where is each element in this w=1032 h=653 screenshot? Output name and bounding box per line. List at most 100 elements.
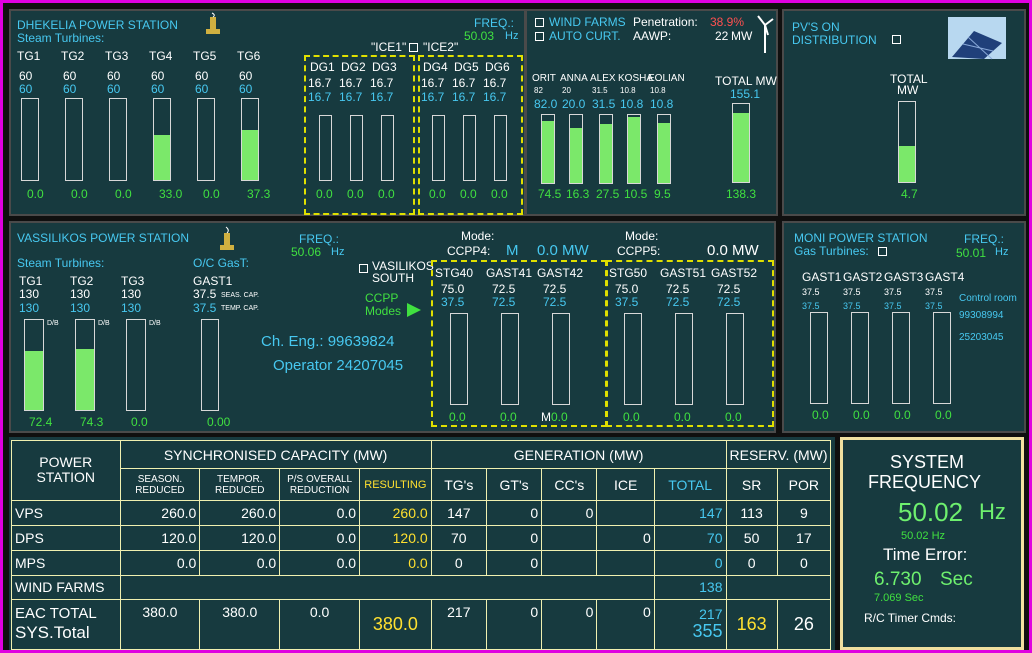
pv-title-line1: PV'S ON <box>792 20 840 34</box>
summary-cell-tempor: 0.0 <box>199 549 281 576</box>
dhekelia-dg5-gen: 0.0 <box>460 187 477 201</box>
wind-farm-1-gen: 74.5 <box>538 187 562 201</box>
vassilikos-tg3-db: D/B <box>149 320 161 327</box>
summary-cell-tg: 70 <box>430 524 487 551</box>
header-season-line2: REDUCED <box>135 484 185 496</box>
dhekelia-dg4-cap2: 16.7 <box>421 90 445 104</box>
ccpp-modes-line2: Modes <box>365 304 402 318</box>
wind-farm-5-gen: 9.5 <box>654 187 671 201</box>
moni-freq-unit: Hz <box>995 246 1009 258</box>
penetration-value: 38.9% <box>710 15 745 29</box>
summary-cell-result: 260.0 <box>359 499 432 526</box>
table-row: MPS 0.0 0.0 0.0 0.0 0 0 0 0 0 <box>11 549 832 576</box>
ccpp4-unit1-cap2: 37.5 <box>441 295 465 309</box>
auto-curt-checkbox[interactable] <box>535 32 544 41</box>
dhekelia-subtitle: Steam Turbines: <box>17 31 105 45</box>
aawp-value: 22 <box>715 29 729 43</box>
vasilikos-south-checkbox[interactable] <box>359 264 368 273</box>
moni-gast4-cap2: 37.5 <box>925 301 943 311</box>
ice2-group-border <box>418 55 523 215</box>
time-error-unit: Sec <box>940 569 973 590</box>
wind-farm-3-value: 31.5 <box>592 97 616 111</box>
summary-row-name: DPS <box>11 524 121 551</box>
moni-freq-value: 50.01 <box>956 246 987 260</box>
eac-total-name: EAC TOTAL <box>15 605 97 623</box>
header-gts: GT's <box>485 468 543 501</box>
header-tgs: TG's <box>430 468 487 501</box>
dhekelia-tg5-cap1: 60 <box>195 69 209 83</box>
dhekelia-tg4-cap2: 60 <box>151 82 165 96</box>
wind-farm-2-name: ANNA <box>560 73 588 84</box>
wind-farm-4-bar <box>627 114 641 184</box>
ccpp5-mode-label: Mode: <box>625 229 659 243</box>
moni-checkbox[interactable] <box>878 247 887 256</box>
eac-total-label: EAC TOTAL SYS.Total <box>11 598 121 651</box>
sys-total: 355 <box>692 621 723 642</box>
wind-farms-reserve-spacer <box>725 574 831 600</box>
wind-farms-checkbox[interactable] <box>535 18 544 27</box>
dhekelia-panel: DHEKELIA POWER STATION Steam Turbines: F… <box>9 9 526 216</box>
gast1-cap1: 37.5 <box>193 287 217 301</box>
wind-farms-row-label: WIND FARMS <box>11 574 121 600</box>
ccpp4-unit3-cap2: 72.5 <box>543 295 567 309</box>
ccpp5-unit1-cap1: 75.0 <box>615 282 639 296</box>
wind-farm-4-cap: 10.8 <box>620 86 636 95</box>
ccpp5-mw: 0.0 MW <box>707 242 759 259</box>
wind-farms-total: 138 <box>653 574 727 600</box>
dhekelia-tg6-gen: 37.3 <box>247 187 271 201</box>
penetration-label: Penetration: <box>633 15 698 29</box>
ccpp4-unit2-cap2: 72.5 <box>492 295 516 309</box>
vassilikos-title: VASSILIKOS POWER STATION <box>17 231 190 245</box>
dhekelia-freq-value: 50.03 <box>464 29 495 43</box>
time-error-label: Time Error: <box>883 545 968 564</box>
moni-gast4-bar <box>933 312 951 404</box>
dhekelia-tg3-gen: 0.0 <box>115 187 132 201</box>
dhekelia-tg6-bar <box>241 98 259 181</box>
vassilikos-tg2-bar <box>75 319 95 411</box>
wind-farm-3-cap: 31.5 <box>592 86 608 95</box>
ccpp5-unit1-cap2: 37.5 <box>615 295 639 309</box>
eac-season: 380.0 <box>119 598 201 651</box>
wind-farm-4-gen: 10.5 <box>624 187 648 201</box>
dhekelia-tg3-cap2: 60 <box>107 82 121 96</box>
pv-total-gen: 4.7 <box>901 187 918 201</box>
ice1-label: "ICE1" <box>371 40 407 54</box>
control-room-phone-1: 99308994 <box>959 310 1004 321</box>
dhekelia-tg1-cap1: 60 <box>19 69 33 83</box>
ccpp4-unit2-cap1: 72.5 <box>492 282 516 296</box>
dhekelia-dg5-bar <box>463 115 476 181</box>
moni-gast2-cap1: 37.5 <box>843 287 861 297</box>
play-arrow-icon[interactable] <box>407 303 421 317</box>
wind-total-label: TOTAL MW <box>715 74 777 88</box>
summary-row-name: MPS <box>11 549 121 576</box>
summary-row-name: VPS <box>11 499 121 526</box>
ccpp5-unit3-cap1: 72.5 <box>717 282 741 296</box>
summary-cell-ps: 0.0 <box>279 499 361 526</box>
ccpp5-unit2-name: GAST51 <box>660 266 707 280</box>
moni-gast3-gen: 0.0 <box>894 408 911 422</box>
ccpp4-unit2-bar <box>501 313 519 405</box>
summary-cell-gt: 0 <box>485 549 543 576</box>
dhekelia-dg1-cap1: 16.7 <box>308 76 332 90</box>
gast1-gen: 0.00 <box>207 415 231 429</box>
eac-gt: 0 <box>485 598 543 651</box>
dhekelia-dg5-cap1: 16.7 <box>452 76 476 90</box>
dhekelia-dg2-name: DG2 <box>341 60 366 74</box>
ccpp5-unit1-name: STG50 <box>609 266 648 280</box>
ccpp5-unit1-bar <box>624 313 642 405</box>
ccpp4-name: CCPP4: <box>447 244 491 258</box>
wind-farm-2-gen: 16.3 <box>566 187 590 201</box>
summary-cell-por: 17 <box>776 524 832 551</box>
pv-checkbox[interactable] <box>892 35 901 44</box>
pv-total-bar <box>898 101 916 183</box>
ice-checkbox[interactable] <box>409 43 418 52</box>
vassilikos-tg3-name: TG3 <box>121 274 145 288</box>
wind-farm-1-cap: 82 <box>534 86 543 95</box>
seas-cap-label: SEAS. CAP. <box>221 292 260 299</box>
eac-result: 380.0 <box>359 598 432 651</box>
wind-turbine-icon <box>757 15 774 53</box>
eac-tg: 217 <box>430 598 487 651</box>
dhekelia-dg3-gen: 0.0 <box>378 187 395 201</box>
ccpp4-unit1-bar <box>450 313 468 405</box>
wind-farm-5-cap: 10.8 <box>650 86 666 95</box>
